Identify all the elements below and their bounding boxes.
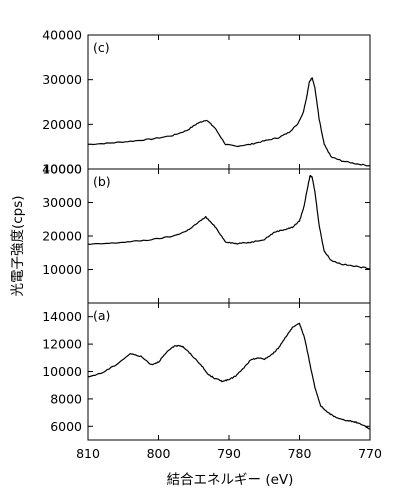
x-axis-label: 結合エネルギー (eV) <box>167 472 294 488</box>
panel-label-c: (c) <box>93 40 110 55</box>
spectrum-line-c <box>87 77 371 167</box>
x-tick-label: 800 <box>147 446 171 461</box>
y-tick-label-b: 10000 <box>42 262 82 277</box>
panel-label-a: (a) <box>93 308 110 323</box>
panel-label-b: (b) <box>93 174 111 189</box>
x-tick-label: 780 <box>288 446 312 461</box>
panel-b-frame <box>87 168 371 304</box>
panel-a: 6000 8000 10000 12000 14000 (a) <box>42 302 371 441</box>
y-tick-label-a: 12000 <box>42 337 82 352</box>
y-tick-label-a: 14000 <box>42 309 82 324</box>
y-tick-label-b: 30000 <box>42 195 82 210</box>
y-tick-label-c: 20000 <box>42 117 82 132</box>
y-tick-label-c: 10000 <box>42 162 82 177</box>
spectrum-line-b <box>87 175 371 270</box>
x-axis: 810 800 790 780 770 <box>76 446 382 461</box>
y-tick-label-b: 40000 <box>42 162 82 177</box>
y-tick-label-c: 30000 <box>42 72 82 87</box>
y-tick-label-a: 8000 <box>50 391 82 406</box>
spectrum-line-a <box>87 322 371 430</box>
y-axis-label: 光電子強度(cps) <box>10 195 26 296</box>
panel-b: 10000 20000 30000 40000 (b) <box>42 162 371 304</box>
chart-panels: 10000 20000 30000 40000 (c) 10000 20000 30000 40… <box>42 28 371 441</box>
y-tick-label-a: 10000 <box>42 364 82 379</box>
x-tick-label: 770 <box>358 446 382 461</box>
y-tick-label-c: 40000 <box>42 28 82 43</box>
y-tick-label-a: 6000 <box>50 419 82 434</box>
y-tick-label-b: 20000 <box>42 229 82 244</box>
panel-c: 10000 20000 30000 40000 (c) <box>42 28 371 177</box>
x-tick-label: 810 <box>76 446 100 461</box>
panel-c-frame <box>87 34 371 170</box>
panel-a-frame <box>87 302 371 441</box>
x-tick-label: 790 <box>217 446 241 461</box>
